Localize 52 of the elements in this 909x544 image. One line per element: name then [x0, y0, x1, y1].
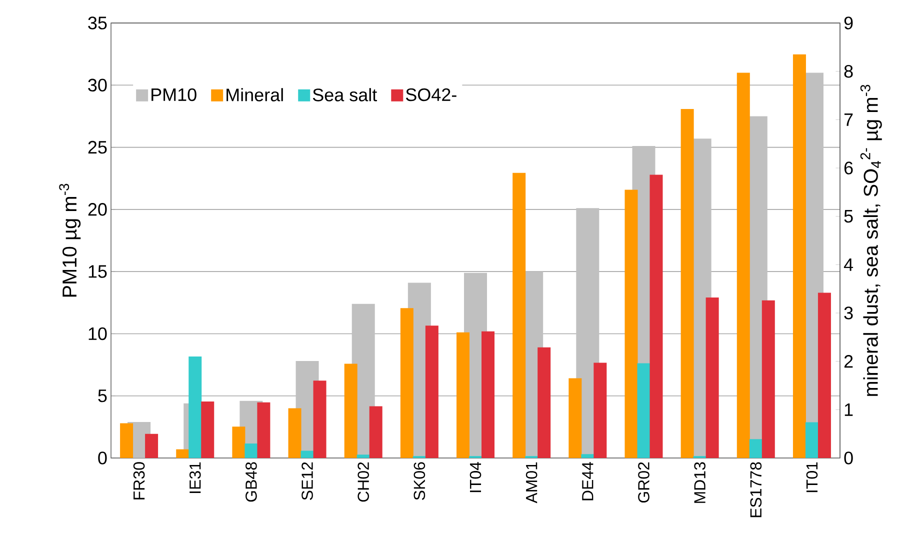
y2-tick-label: 2	[844, 355, 853, 368]
y-tick-label: 25	[88, 140, 107, 154]
y2-axis-title: mineral dust, sea salt, SO$_{4}$$^{2-}$ µg m$^{-3}$	[860, 84, 882, 396]
y2-tick-label: 6	[844, 162, 853, 174]
bar	[594, 362, 607, 458]
bar	[637, 363, 650, 458]
bar	[188, 356, 202, 458]
bar	[300, 450, 314, 458]
y-tick-label: 20	[88, 203, 107, 216]
x-tick-label: IT04	[470, 462, 482, 492]
bar	[344, 364, 358, 458]
x-tick-label: GR02	[638, 462, 650, 503]
y2-tick-label: 7	[844, 113, 853, 126]
y-tick-label: 30	[88, 78, 107, 92]
x-tick-label: AM01	[526, 462, 538, 504]
legend-label: PM10	[152, 88, 196, 102]
x-tick-label: MD13	[694, 462, 706, 503]
y2-tick-label: 1	[844, 403, 853, 416]
y-axis-title: PM10 µg m$^{-3}$	[59, 184, 81, 297]
bar	[749, 439, 762, 458]
x-tick-label: ES1778	[750, 462, 762, 518]
y2-tick-label: 4	[844, 258, 854, 271]
bar	[356, 454, 370, 458]
x-tick-label: IT01	[806, 462, 818, 492]
x-tick-label: IE31	[189, 462, 201, 493]
bar	[805, 422, 818, 458]
y-tick-label: 0	[98, 452, 107, 464]
x-tick-label: GB48	[246, 462, 257, 502]
bar	[244, 444, 258, 458]
bar	[201, 401, 214, 458]
x-tick-label: FR30	[133, 462, 145, 500]
y2-tick-label: 0	[844, 452, 853, 464]
x-tick-label: SE12	[302, 462, 313, 500]
bar	[568, 378, 582, 458]
x-tick-label: DE44	[582, 462, 594, 500]
y2-tick-label: 3	[844, 306, 853, 320]
y2-tick-label: 8	[844, 64, 853, 78]
y-tick-label: 5	[98, 390, 107, 402]
y-tick-label: 15	[88, 265, 107, 278]
x-tick-label: CH02	[358, 462, 370, 502]
bar	[288, 408, 302, 458]
y2-tick-label: 5	[844, 210, 853, 223]
y-tick-label: 35	[88, 16, 107, 30]
legend-label: SO42-	[406, 88, 456, 102]
y-tick-label: 10	[88, 327, 107, 340]
bar	[369, 406, 382, 458]
legend-label: Sea salt	[312, 88, 378, 102]
x-tick-label: SK06	[414, 462, 426, 500]
y2-tick-label: 9	[844, 16, 853, 30]
legend-label: Mineral	[226, 88, 283, 102]
bar	[176, 449, 190, 458]
bar	[581, 454, 594, 458]
